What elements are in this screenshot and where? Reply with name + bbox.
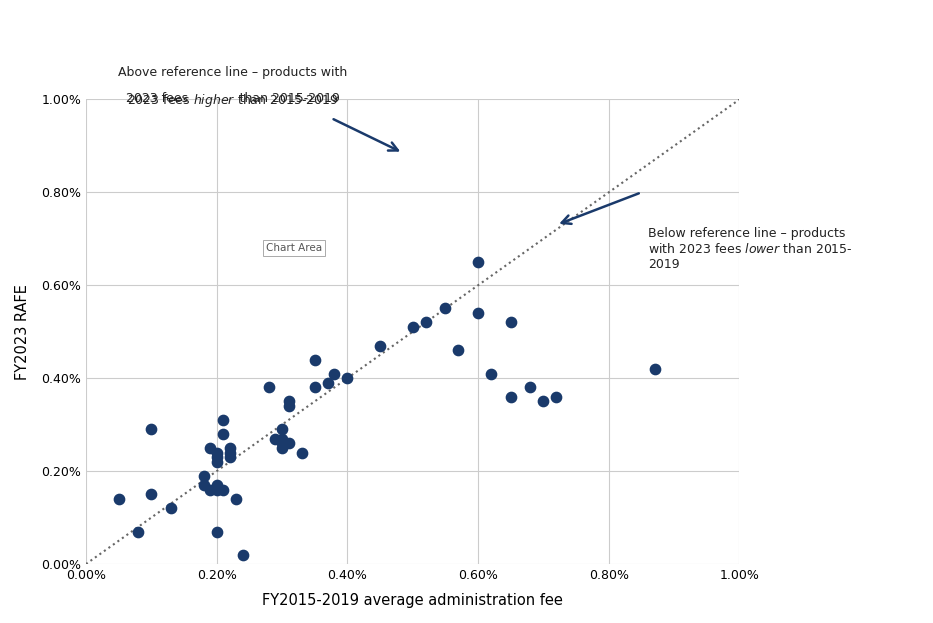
Point	[209, 457, 224, 467]
Point	[281, 401, 296, 411]
Point	[281, 396, 296, 406]
Point	[307, 383, 322, 392]
Y-axis label: FY2023 RAFE: FY2023 RAFE	[15, 284, 30, 379]
Point	[209, 485, 224, 495]
Point	[216, 415, 230, 425]
Point	[274, 438, 289, 448]
Point	[274, 424, 289, 434]
Point	[418, 318, 433, 328]
Point	[340, 373, 355, 383]
Point	[209, 447, 224, 457]
Point	[131, 526, 146, 536]
Point	[222, 447, 237, 457]
Point	[503, 392, 518, 402]
Point	[549, 392, 564, 402]
Point	[261, 383, 276, 392]
Point	[536, 396, 550, 406]
Point	[503, 318, 518, 328]
Text: Above reference line – products with: Above reference line – products with	[118, 65, 348, 78]
Point	[320, 378, 335, 388]
Point	[307, 354, 322, 364]
Point	[222, 443, 237, 453]
Text: 2023 fees                    than 2015-2019: 2023 fees than 2015-2019	[126, 92, 340, 105]
Text: Chart Area: Chart Area	[266, 243, 322, 253]
Point	[202, 485, 217, 495]
Point	[222, 452, 237, 462]
Point	[483, 369, 498, 379]
Point	[451, 345, 466, 355]
Point	[470, 257, 485, 267]
Point	[216, 429, 230, 439]
Point	[648, 364, 662, 374]
X-axis label: FY2015-2019 average administration fee: FY2015-2019 average administration fee	[262, 593, 564, 608]
Point	[209, 526, 224, 536]
Point	[202, 443, 217, 453]
Point	[111, 494, 126, 504]
Point	[268, 434, 283, 444]
Point	[372, 341, 387, 351]
Point	[209, 480, 224, 490]
Point	[438, 303, 453, 313]
Point	[216, 485, 230, 495]
Point	[196, 471, 211, 481]
Point	[274, 443, 289, 453]
Point	[163, 503, 178, 513]
Point	[144, 424, 159, 434]
Point	[144, 489, 159, 499]
Point	[209, 452, 224, 462]
Point	[274, 434, 289, 444]
Point	[229, 494, 244, 504]
Point	[522, 383, 537, 392]
Text: Below reference line – products
with 2023 fees $\it{lower}$ than 2015-
2019: Below reference line – products with 202…	[648, 227, 853, 271]
Point	[281, 438, 296, 448]
Point	[196, 480, 211, 490]
Point	[294, 447, 309, 457]
Point	[405, 322, 420, 332]
Point	[235, 549, 250, 559]
Point	[470, 308, 485, 318]
Text: 2023 fees $\it{higher}$ than 2015-2019: 2023 fees $\it{higher}$ than 2015-2019	[127, 92, 339, 110]
Point	[327, 369, 341, 379]
